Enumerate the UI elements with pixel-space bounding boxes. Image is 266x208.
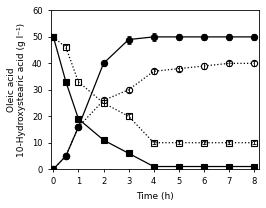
Oleic acid wild-type [77, 81, 80, 83]
10-HSA recomb E. coli [64, 155, 68, 157]
10-HSA recomb E. coli [252, 36, 256, 38]
Y-axis label: Oleic acid
10-Hydroxystearic acid (g l⁻¹): Oleic acid 10-Hydroxystearic acid (g l⁻¹… [7, 23, 26, 157]
Oleic acid wild-type [52, 36, 55, 38]
Line: Oleic acid wild-type: Oleic acid wild-type [50, 34, 257, 146]
10-HSA wild-type [177, 67, 180, 70]
Oleic acid wild-type [127, 115, 130, 118]
10-HSA wild-type [64, 155, 68, 157]
10-HSA recomb E. coli [152, 36, 155, 38]
10-HSA wild-type [127, 89, 130, 91]
10-HSA recomb E. coli [202, 36, 205, 38]
Line: 10-HSA wild-type: 10-HSA wild-type [50, 60, 257, 172]
Oleic acid recomb E. coli [177, 165, 180, 168]
10-HSA wild-type [102, 99, 105, 102]
Oleic acid wild-type [64, 46, 68, 49]
Oleic acid recomb E. coli [127, 152, 130, 155]
Oleic acid recomb E. coli [227, 165, 231, 168]
Oleic acid wild-type [152, 141, 155, 144]
Oleic acid recomb E. coli [252, 165, 256, 168]
10-HSA wild-type [227, 62, 231, 65]
10-HSA recomb E. coli [127, 38, 130, 41]
Oleic acid recomb E. coli [202, 165, 205, 168]
10-HSA recomb E. coli [177, 36, 180, 38]
10-HSA recomb E. coli [227, 36, 231, 38]
Oleic acid recomb E. coli [52, 36, 55, 38]
10-HSA wild-type [77, 126, 80, 128]
Oleic acid wild-type [202, 141, 205, 144]
10-HSA wild-type [202, 65, 205, 67]
10-HSA recomb E. coli [52, 168, 55, 170]
Oleic acid wild-type [102, 102, 105, 104]
Oleic acid wild-type [252, 141, 256, 144]
Oleic acid recomb E. coli [152, 165, 155, 168]
Line: 10-HSA recomb E. coli: 10-HSA recomb E. coli [50, 34, 257, 172]
10-HSA recomb E. coli [102, 62, 105, 65]
Oleic acid recomb E. coli [64, 81, 68, 83]
10-HSA wild-type [52, 168, 55, 170]
10-HSA wild-type [152, 70, 155, 73]
Line: Oleic acid recomb E. coli: Oleic acid recomb E. coli [50, 34, 257, 170]
Oleic acid wild-type [227, 141, 231, 144]
Oleic acid recomb E. coli [102, 139, 105, 141]
Oleic acid recomb E. coli [77, 118, 80, 120]
10-HSA recomb E. coli [77, 126, 80, 128]
Oleic acid wild-type [177, 141, 180, 144]
10-HSA wild-type [252, 62, 256, 65]
X-axis label: Time (h): Time (h) [136, 192, 174, 201]
